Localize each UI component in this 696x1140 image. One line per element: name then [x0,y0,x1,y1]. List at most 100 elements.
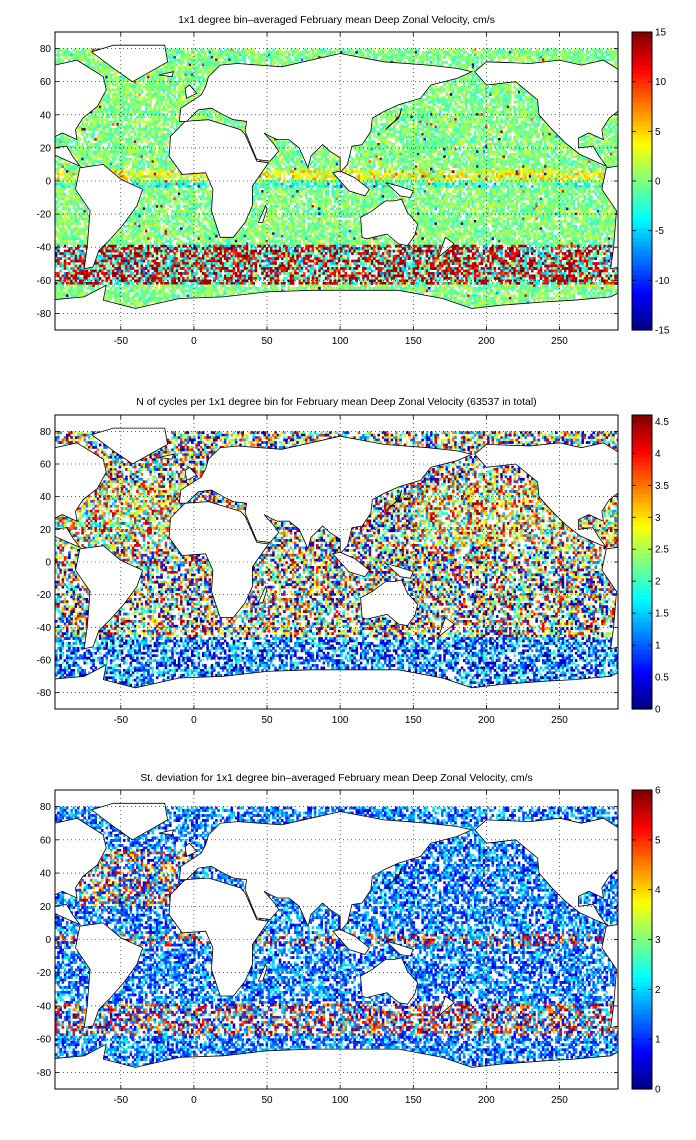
data-cell [541,135,545,139]
data-cell [465,115,468,119]
data-cell [522,51,525,54]
data-cell [491,98,495,102]
data-cell [55,137,58,141]
data-cell [399,56,402,59]
data-cell [491,93,495,97]
data-cell [445,157,448,161]
data-cell [173,56,176,59]
data-cell [153,123,157,126]
data-cell [493,88,497,92]
data-cell [609,160,613,164]
data-cell [598,58,602,62]
data-cell [384,48,387,52]
data-cell [443,128,446,131]
data-cell [370,150,374,154]
data-cell [326,152,330,156]
data-cell [98,60,102,64]
data-cell [355,51,359,54]
data-cell [482,51,486,54]
data-cell [83,125,87,129]
data-cell [452,98,455,102]
data-cell [120,75,124,79]
data-cell [403,157,407,161]
data-cell [533,128,536,131]
data-cell [526,155,530,159]
data-cell [577,152,580,156]
data-cell [462,48,466,52]
data-cell [140,115,144,119]
data-cell [616,145,618,149]
data-cell [397,150,400,154]
data-cell [438,137,442,141]
data-cell [101,70,104,74]
data-cell [421,118,424,121]
data-cell [397,108,400,111]
data-cell [114,100,117,104]
data-cell [397,160,400,164]
data-cell [436,105,440,109]
data-cell [502,83,506,87]
data-cell [491,142,495,146]
data-cell [87,63,91,67]
data-cell [243,60,247,64]
data-cell [333,157,337,161]
data-cell [283,142,286,146]
data-cell [489,98,492,102]
data-cell [467,78,470,82]
data-cell [471,135,475,139]
data-cell [423,135,427,139]
data-cell [285,155,288,159]
data-cell [515,100,519,104]
data-cell [109,130,113,134]
data-cell [454,150,457,154]
data-cell [528,157,532,161]
data-cell [259,56,262,59]
data-cell [166,93,170,97]
data-cell [423,53,427,57]
data-cell [226,48,229,52]
data-cell [550,152,554,156]
data-cell [401,53,405,57]
data-cell [57,53,60,57]
data-cell [416,53,420,57]
data-cell [129,115,133,119]
data-cell [114,162,117,166]
data-cell [487,108,490,111]
data-cell [535,125,538,129]
data-cell [151,83,155,87]
data-cell [473,145,477,149]
data-cell [153,135,157,139]
data-cell [326,53,330,57]
data-cell [443,145,446,149]
data-cell [416,155,420,159]
data-cell [206,115,209,119]
data-cell [160,100,163,104]
data-cell [478,88,481,92]
data-cell [101,137,104,141]
data-cell [320,53,323,57]
data-cell [55,155,58,159]
data-cell [515,132,519,136]
data-cell [359,48,363,52]
data-cell [458,98,462,102]
data-cell [408,115,411,119]
data-cell [469,78,473,82]
data-cell [158,115,161,119]
data-cell [520,108,523,111]
data-cell [388,152,391,156]
data-cell [515,152,519,156]
data-cell [465,73,468,77]
data-cell [473,147,477,151]
data-cell [182,48,185,52]
data-cell [447,98,451,102]
data-cell [103,152,106,156]
data-cell [199,70,203,74]
data-cell [533,157,536,161]
data-cell [436,48,440,52]
data-cell [127,145,130,149]
data-cell [528,113,532,116]
data-cell [456,53,459,57]
data-cell [441,130,444,134]
data-cell [509,152,512,156]
data-cell [594,162,598,166]
